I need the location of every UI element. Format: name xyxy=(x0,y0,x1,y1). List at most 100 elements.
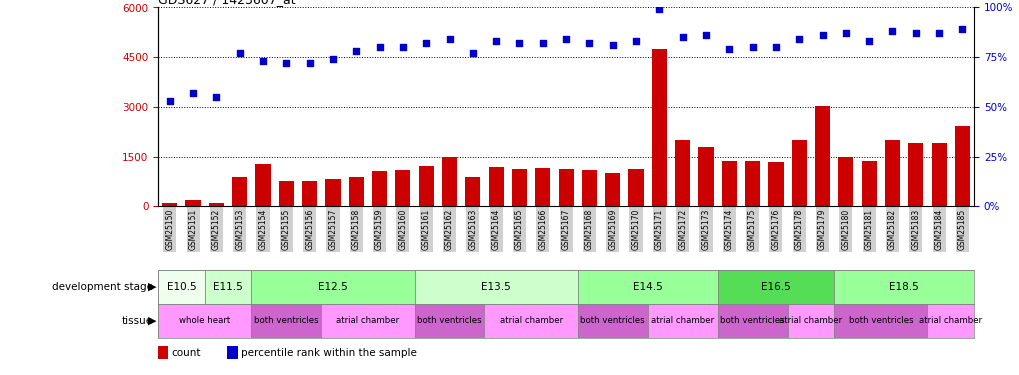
Text: count: count xyxy=(171,348,201,358)
Point xyxy=(511,40,527,46)
Text: both ventricles: both ventricles xyxy=(580,316,644,325)
Bar xyxy=(395,170,410,206)
Point xyxy=(418,40,434,46)
Point xyxy=(161,98,177,104)
Point xyxy=(628,38,644,44)
Bar xyxy=(441,157,457,206)
Text: E13.5: E13.5 xyxy=(481,282,511,292)
Bar xyxy=(488,168,503,206)
Bar xyxy=(558,169,573,206)
Text: both ventricles: both ventricles xyxy=(848,316,912,325)
Point xyxy=(534,40,550,46)
Text: E18.5: E18.5 xyxy=(889,282,918,292)
Text: both ventricles: both ventricles xyxy=(254,316,318,325)
Bar xyxy=(484,304,577,338)
Bar xyxy=(930,142,946,206)
Bar xyxy=(791,140,806,206)
Bar xyxy=(675,140,690,206)
Text: whole heart: whole heart xyxy=(179,316,230,325)
Bar xyxy=(698,147,713,206)
Bar xyxy=(838,157,853,206)
Bar xyxy=(604,174,620,206)
Text: atrial chamber: atrial chamber xyxy=(918,316,981,325)
Bar xyxy=(255,164,270,206)
Point xyxy=(720,46,737,52)
Text: percentile rank within the sample: percentile rank within the sample xyxy=(240,348,416,358)
Point xyxy=(231,50,248,56)
Point xyxy=(767,44,784,50)
Bar xyxy=(926,304,973,338)
Bar xyxy=(418,166,433,206)
Bar xyxy=(205,270,251,304)
Bar xyxy=(787,304,834,338)
Bar xyxy=(647,304,717,338)
Text: E12.5: E12.5 xyxy=(318,282,347,292)
Point xyxy=(371,44,387,50)
Text: ▶: ▶ xyxy=(148,316,156,326)
Point xyxy=(347,48,364,54)
Point xyxy=(581,40,597,46)
Bar xyxy=(717,304,787,338)
Point xyxy=(487,38,503,44)
Point xyxy=(465,50,481,56)
Text: E14.5: E14.5 xyxy=(632,282,662,292)
Text: E16.5: E16.5 xyxy=(760,282,790,292)
Bar xyxy=(767,162,783,206)
Bar xyxy=(512,170,527,206)
Bar xyxy=(465,177,480,206)
Text: E11.5: E11.5 xyxy=(213,282,243,292)
Text: E10.5: E10.5 xyxy=(166,282,196,292)
Point xyxy=(791,36,807,42)
Bar xyxy=(251,304,321,338)
Point xyxy=(278,60,294,66)
Bar xyxy=(185,200,201,206)
Bar xyxy=(861,160,876,206)
Point xyxy=(441,36,458,42)
Bar xyxy=(721,160,736,206)
Point xyxy=(907,30,923,36)
Bar xyxy=(834,304,926,338)
Bar xyxy=(158,270,205,304)
Bar xyxy=(577,304,647,338)
Text: tissue: tissue xyxy=(121,316,153,326)
Bar xyxy=(535,168,550,206)
Bar xyxy=(232,177,247,206)
Bar xyxy=(581,170,596,206)
Point xyxy=(394,44,411,50)
Point xyxy=(837,30,853,36)
Point xyxy=(883,28,900,34)
Bar xyxy=(372,171,387,206)
Bar xyxy=(325,179,340,206)
Point xyxy=(604,42,621,48)
Bar xyxy=(954,126,969,206)
Text: both ventricles: both ventricles xyxy=(417,316,481,325)
Point xyxy=(302,60,318,66)
Text: both ventricles: both ventricles xyxy=(719,316,785,325)
Point xyxy=(954,26,970,32)
Bar xyxy=(414,304,484,338)
Bar xyxy=(251,270,414,304)
Bar xyxy=(651,49,666,206)
Bar xyxy=(577,270,717,304)
Point xyxy=(208,94,224,100)
Text: ▶: ▶ xyxy=(148,282,156,292)
Point xyxy=(930,30,947,36)
Bar xyxy=(321,304,414,338)
Bar xyxy=(162,203,177,206)
Bar xyxy=(814,106,829,206)
Bar xyxy=(717,270,834,304)
Bar xyxy=(628,169,643,206)
Bar xyxy=(834,270,973,304)
Bar xyxy=(744,160,759,206)
Text: atrial chamber: atrial chamber xyxy=(499,316,562,325)
Point xyxy=(744,44,760,50)
Text: GDS627 / 1423607_at: GDS627 / 1423607_at xyxy=(158,0,296,6)
Text: atrial chamber: atrial chamber xyxy=(336,316,399,325)
Point xyxy=(650,6,666,12)
Text: atrial chamber: atrial chamber xyxy=(650,316,713,325)
Bar xyxy=(907,143,922,206)
Bar xyxy=(278,181,293,206)
Bar xyxy=(302,181,317,206)
Bar xyxy=(884,140,899,206)
Point xyxy=(324,56,340,62)
